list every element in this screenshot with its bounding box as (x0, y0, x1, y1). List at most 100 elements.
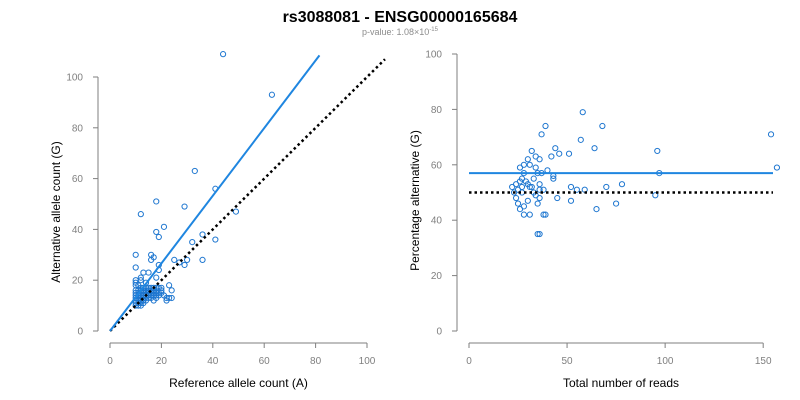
y-tick-label: 80 (431, 105, 443, 116)
data-point (181, 203, 188, 210)
data-point (509, 183, 516, 191)
x-tick-label: 0 (107, 356, 113, 367)
data-point (514, 200, 522, 207)
data-point (565, 150, 573, 157)
data-point (536, 156, 543, 163)
data-point (268, 91, 276, 98)
y-tick-label: 100 (425, 50, 442, 61)
data-point (516, 206, 524, 213)
pvalue-prefix: p-value: 1.08×10 (362, 27, 429, 37)
y-tick-label: 80 (72, 123, 84, 134)
data-point (160, 223, 168, 230)
data-point (176, 259, 183, 266)
data-point (550, 175, 557, 182)
y-tick-label: 40 (72, 225, 84, 236)
data-point (567, 197, 575, 204)
data-point (534, 200, 541, 207)
data-point (163, 297, 170, 304)
chart-title: rs3088081 - ENSG00000165684 (283, 9, 518, 26)
data-point (532, 164, 539, 171)
data-point (212, 236, 219, 243)
y-tick-label: 0 (77, 327, 83, 338)
data-point (137, 277, 144, 284)
right-scatter-panel: 0 50 100 150 0 20 40 60 80 100 Total number of rea… (408, 50, 781, 390)
data-point (536, 181, 543, 188)
data-point (158, 287, 165, 294)
left-scatter-panel: 0 20 40 60 80 100 0 20 40 60 80 100 Reference allele… (49, 51, 386, 390)
data-point (199, 231, 206, 238)
pvalue-exponent: -15 (429, 27, 438, 33)
data-point (536, 230, 543, 238)
data-point (540, 211, 547, 218)
data-point (530, 175, 537, 182)
data-point (542, 122, 549, 130)
pvalue-subtitle: p-value: 1.08×10-15 (362, 27, 439, 37)
data-point (652, 192, 659, 199)
data-point (199, 256, 206, 263)
data-point (591, 145, 598, 152)
data-point (171, 256, 178, 263)
data-point (168, 294, 175, 302)
data-point (140, 269, 147, 276)
data-point (528, 147, 535, 155)
data-point (540, 186, 547, 193)
data-point (184, 256, 191, 263)
data-point (524, 197, 531, 204)
y-tick-label: 100 (66, 73, 83, 84)
data-point (181, 261, 188, 269)
data-point (142, 279, 150, 286)
x-tick-label: 20 (156, 356, 168, 367)
data-point (155, 233, 162, 241)
data-point (536, 186, 543, 193)
y-tick-label: 40 (431, 216, 443, 227)
data-point (526, 161, 533, 168)
x-tick-label: 100 (657, 356, 674, 367)
data-point (612, 200, 620, 207)
x-tick-label: 80 (310, 356, 322, 367)
data-point (153, 274, 160, 281)
data-point (654, 147, 661, 155)
data-point (191, 167, 198, 175)
data-point (548, 153, 555, 160)
data-point (534, 230, 541, 238)
reference-line (109, 58, 386, 332)
data-point (526, 211, 533, 218)
data-point (153, 198, 160, 205)
data-point (579, 109, 586, 116)
data-point (137, 274, 144, 281)
x-tick-label: 150 (755, 356, 772, 367)
x-tick-label: 100 (359, 356, 376, 367)
data-point (593, 206, 600, 213)
data-point (577, 136, 584, 143)
data-point (132, 279, 139, 286)
y-tick-label: 0 (436, 327, 442, 338)
data-point (618, 181, 626, 188)
data-point (132, 264, 139, 271)
data-point (155, 292, 162, 299)
data-point (512, 194, 520, 202)
data-point (520, 211, 528, 218)
data-point (542, 211, 549, 218)
data-point (145, 269, 152, 276)
data-point (150, 254, 157, 261)
y-axis-title: Alternative allele count (G) (49, 141, 63, 282)
y-tick-label: 60 (72, 174, 84, 185)
data-point (137, 211, 144, 218)
data-point (538, 131, 545, 138)
x-axis-title: Total number of reads (563, 376, 679, 390)
data-point (573, 186, 580, 193)
data-point (132, 251, 139, 258)
data-point (137, 302, 144, 309)
data-point (767, 131, 775, 138)
data-point (554, 194, 561, 202)
y-tick-label: 20 (72, 276, 84, 287)
data-point (153, 292, 160, 299)
data-point (189, 239, 196, 246)
y-axis-title: Percentage alternative (G) (408, 130, 422, 271)
x-tick-label: 0 (466, 356, 472, 367)
data-point (219, 51, 227, 58)
data-point (567, 183, 575, 191)
data-point (528, 183, 535, 191)
data-point (232, 208, 240, 215)
